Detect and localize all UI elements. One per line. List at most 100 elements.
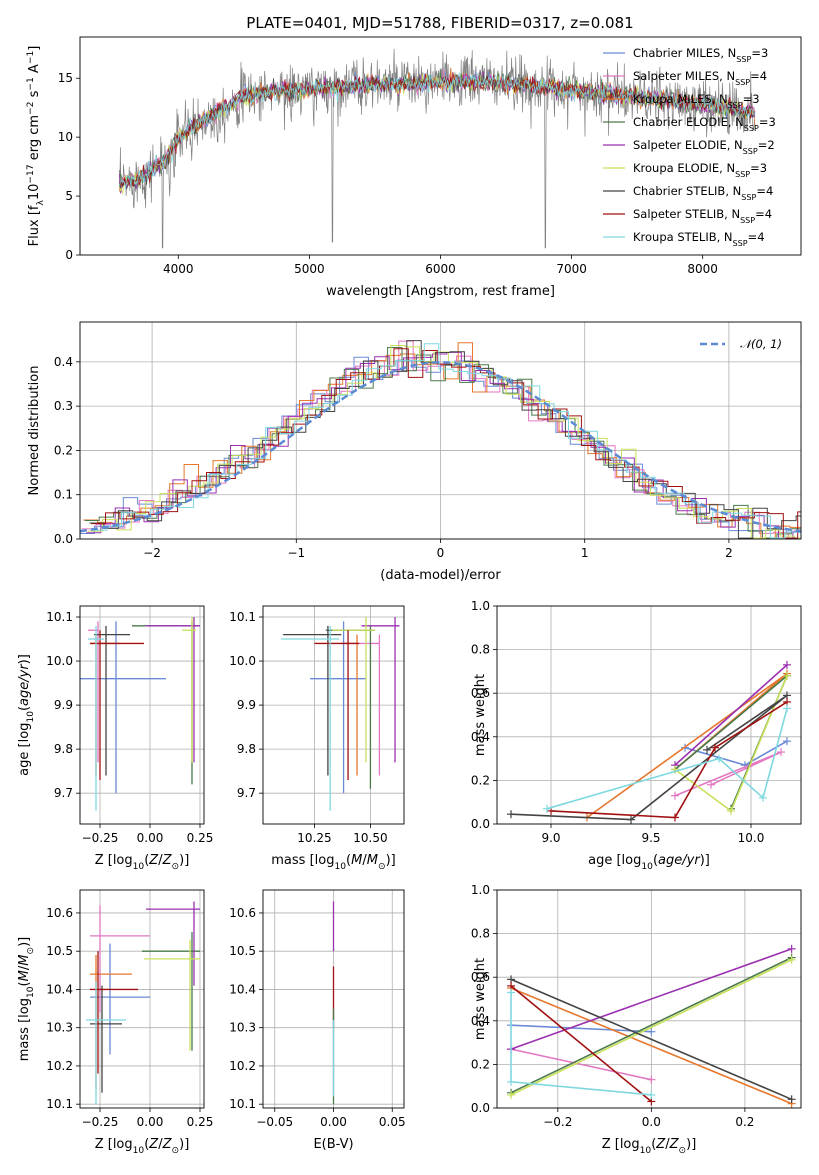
x-axis-label: (data-model)/error [380, 568, 501, 583]
weight_vs_age-lines [507, 660, 791, 824]
residual-histogram [91, 348, 801, 539]
legend-entry: Kroupa STELIB, NSSP=4 [633, 230, 765, 248]
x-tick-label: 9.5 [641, 831, 660, 845]
legend-entry: Salpeter ELODIE, NSSP=2 [633, 138, 775, 156]
mass_vs_ebv-axes: −0.05 0.00 0.05 10.1 10.2 10.3 10.4 10.5 10.6 E(B… [229, 889, 406, 1152]
residual-histogram [86, 351, 801, 539]
y-tick-label: 0.6 [471, 686, 490, 700]
x-tick-label: 10.50 [353, 831, 387, 845]
model-spectrum-line [118, 71, 756, 190]
y-tick-label: 9.9 [237, 698, 256, 712]
weight_vs_age-axes: 9.0 9.5 10.0 0.0 0.2 0.4 0.6 0.8 1.0 mass weight a… [471, 599, 802, 872]
weight_vs_Z-lines [507, 944, 796, 1108]
x-axis-label: age [log10(age/yr)] [588, 853, 710, 872]
age_vs_mass-axes: 10.25 10.50 9.7 9.8 9.9 10.0 10.1 mass [log10(M… [229, 605, 405, 872]
legend-entry: Salpeter STELIB, NSSP=4 [633, 207, 772, 225]
axes-frame [79, 36, 802, 256]
y-tick-label: 0.1 [54, 488, 73, 502]
x-tick-label: −0.25 [82, 831, 119, 845]
legend-entry: Kroupa ELODIE, NSSP=3 [633, 161, 767, 179]
x-axis-label: E(B-V) [313, 1137, 353, 1152]
x-axis-label: Z [log10(Z/Z⊙)] [95, 1137, 190, 1156]
y-tick-label: 10.3 [46, 1021, 73, 1035]
spectrum-lines [118, 48, 756, 249]
y-tick-label: 10.1 [46, 610, 73, 624]
axes-frame [496, 605, 802, 825]
x-tick-label: 0.25 [187, 831, 214, 845]
x-tick-label: 0.00 [137, 1115, 164, 1129]
y-tick-label: 9.7 [54, 786, 73, 800]
x-tick-label: −0.2 [543, 1115, 572, 1129]
y-tick-label: 0.4 [471, 1014, 490, 1028]
mass-weight-line [546, 708, 788, 810]
x-tick-label: −0.25 [82, 1115, 119, 1129]
x-tick-label: 8000 [687, 262, 718, 276]
y-tick-label: 10.4 [229, 982, 256, 996]
y-tick-label: 10 [58, 130, 73, 144]
x-tick-label: 6000 [425, 262, 456, 276]
axes-frame [262, 889, 405, 1109]
y-axis-label: mass weight [473, 674, 488, 756]
residuals-axes: −2 −1 0 1 2 0.0 0.1 0.2 0.3 0.4 𝒩(0, 1) (data-model… [27, 321, 802, 583]
y-tick-label: 0.8 [471, 643, 490, 657]
residual-histogram [84, 347, 801, 539]
mass-weight-line [510, 948, 792, 1050]
figure-title: PLATE=0401, MJD=51788, FIBERID=0317, z=0… [246, 14, 633, 32]
y-tick-label: 10.1 [229, 1097, 256, 1111]
y-tick-label: 0.2 [471, 1057, 490, 1071]
y-tick-label: 10.2 [46, 1059, 73, 1073]
y-tick-label: 10.6 [229, 906, 256, 920]
x-tick-label: 0.25 [187, 1115, 214, 1129]
axes-frame [262, 605, 405, 825]
normal-curve [80, 361, 801, 533]
y-tick-label: 10.5 [46, 944, 73, 958]
x-tick-label: 0.0 [642, 1115, 661, 1129]
axes-frame [496, 889, 802, 1109]
spectrum-axes: 4000 5000 6000 7000 8000 0 5 10 15 Chabrier MILES… [26, 36, 802, 299]
x-tick-label: 7000 [556, 262, 587, 276]
mass-weight-line [684, 740, 788, 766]
y-tick-label: 9.7 [237, 786, 256, 800]
y-tick-label: 0 [65, 248, 73, 262]
y-tick-label: 0.3 [54, 399, 73, 413]
mass-weight-line [550, 701, 788, 819]
x-tick-label: 0.2 [735, 1115, 754, 1129]
y-tick-label: 0.6 [471, 970, 490, 984]
age_vs_Z-errorbars [80, 617, 200, 811]
y-tick-label: 1.0 [471, 883, 490, 897]
y-axis-label: mass weight [473, 958, 488, 1040]
x-tick-label: 0.05 [379, 1115, 406, 1129]
weight_vs_Z-axes: −0.2 0.0 0.2 0.0 0.2 0.4 0.6 0.8 1.0 mass weight Z… [471, 883, 802, 1156]
y-tick-label: 10.0 [46, 654, 73, 668]
x-tick-label: −0.05 [256, 1115, 293, 1129]
mass_vs_Z-errorbars [86, 901, 200, 1105]
mass-weight-line [510, 956, 792, 1094]
y-tick-label: 0.8 [471, 927, 490, 941]
y-tick-label: 0.0 [54, 532, 73, 546]
y-tick-label: 10.2 [229, 1059, 256, 1073]
mass_vs_Z-axes: −0.25 0.00 0.25 10.1 10.2 10.3 10.4 10.5 10.6 Z [… [17, 889, 214, 1156]
y-tick-label: 0.4 [471, 730, 490, 744]
y-axis-label: age [log10(age/yr)] [17, 654, 36, 776]
x-tick-label: 0.00 [320, 1115, 347, 1129]
y-tick-label: 0.4 [54, 355, 73, 369]
y-tick-label: 0.0 [471, 1101, 490, 1115]
y-tick-label: 10.1 [46, 1097, 73, 1111]
y-tick-label: 10.3 [229, 1021, 256, 1035]
y-tick-label: 9.9 [54, 698, 73, 712]
age_vs_mass-errorbars [280, 617, 400, 811]
y-tick-label: 0.0 [471, 817, 490, 831]
legend-entry: 𝒩(0, 1) [740, 337, 782, 351]
residual-histogram [89, 340, 801, 539]
x-axis-label: Z [log10(Z/Z⊙)] [95, 853, 190, 872]
y-axis-label: Flux [fλ10−17 erg cm−2 s−1 A−1] [26, 46, 46, 247]
x-tick-label: −2 [143, 546, 161, 560]
mass-weight-line [510, 959, 792, 1096]
axes-frame [79, 605, 205, 825]
legend-entry: Chabrier ELODIE, NSSP=3 [633, 115, 776, 133]
y-tick-label: 10.0 [229, 654, 256, 668]
x-tick-label: 4000 [163, 262, 194, 276]
residual-histogram [87, 345, 801, 539]
x-tick-label: 10.0 [738, 831, 765, 845]
